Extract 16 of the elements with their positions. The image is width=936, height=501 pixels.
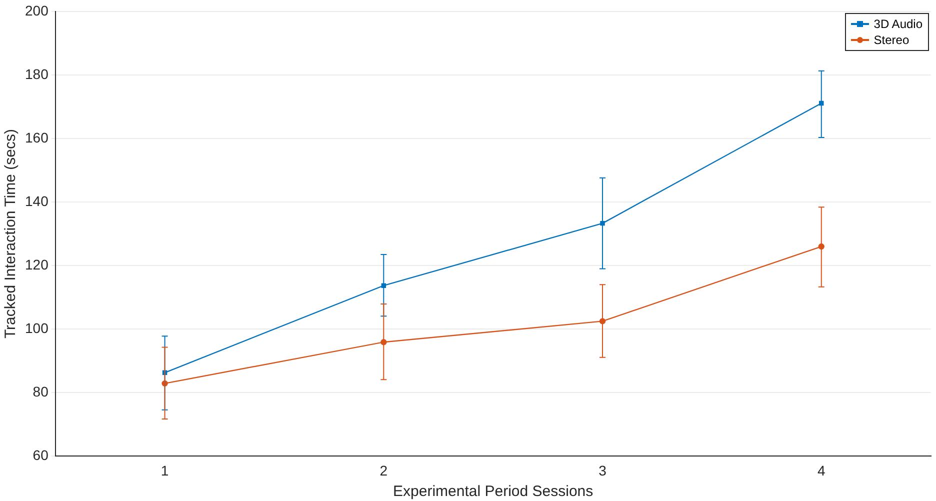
x-tick-label: 2 bbox=[380, 462, 388, 478]
y-tick-label: 120 bbox=[25, 256, 49, 272]
y-tick-label: 100 bbox=[25, 320, 49, 336]
legend-label: 3D Audio bbox=[874, 16, 922, 32]
x-tick-label: 1 bbox=[160, 462, 169, 478]
y-tick-label: 160 bbox=[25, 129, 49, 146]
x-tick-label: 4 bbox=[817, 462, 826, 478]
x-axis-title: Experimental Period Sessions bbox=[393, 483, 594, 500]
y-tick-label: 180 bbox=[25, 66, 49, 82]
y-tick-label: 200 bbox=[25, 2, 49, 18]
y-tick-label: 60 bbox=[32, 447, 49, 464]
y-tick-label: 80 bbox=[32, 384, 49, 400]
y-tick-label: 140 bbox=[25, 192, 49, 209]
x-tick-label: 3 bbox=[598, 462, 607, 478]
legend-label: Stereo bbox=[874, 32, 910, 48]
y-axis-title: Tracked Interaction Time (secs) bbox=[2, 129, 20, 339]
